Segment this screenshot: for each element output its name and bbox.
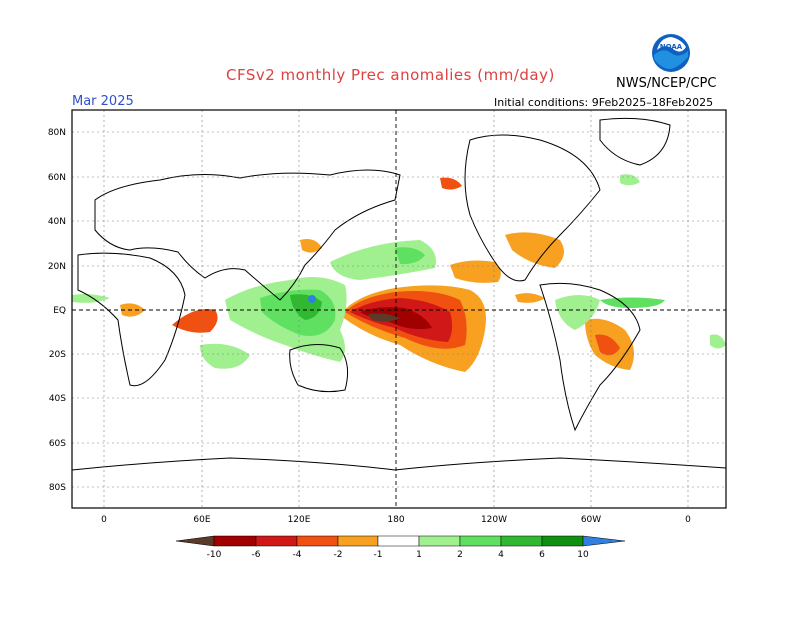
legend-swatch [296, 535, 339, 547]
legend-label: 4 [498, 550, 504, 560]
agency-label: NWS/NCEP/CPC [616, 76, 717, 91]
lat-labels: 80N 60N 40N 20N EQ 20S 40S 60S 80S [48, 128, 66, 493]
lon-label: 120W [481, 515, 507, 525]
legend-swatch-lt-10 [175, 535, 215, 547]
lat-label: EQ [53, 306, 66, 316]
lat-label: 80N [48, 128, 66, 138]
legend-swatch [255, 535, 298, 547]
legend-swatch [541, 535, 584, 547]
legend-label: -4 [293, 550, 302, 560]
legend-label: -10 [207, 550, 222, 560]
map-frame [71, 109, 727, 509]
lat-label: 20S [49, 350, 66, 360]
anomaly-shading [72, 174, 726, 372]
legend-swatch [377, 535, 420, 547]
lat-label: 40S [49, 394, 66, 404]
lat-label: 40N [48, 217, 66, 227]
legend-label: -2 [334, 550, 343, 560]
lat-label: 60S [49, 439, 66, 449]
forecast-month: Mar 2025 [72, 94, 134, 109]
lat-label: 60N [48, 173, 66, 183]
initial-conditions: Initial conditions: 9Feb2025–18Feb2025 [494, 96, 714, 109]
legend-label: 10 [577, 550, 589, 560]
legend-swatch [418, 535, 461, 547]
lat-label: 80S [49, 483, 66, 493]
legend-label: -6 [252, 550, 261, 560]
lon-label: 60W [581, 515, 601, 525]
legend-label: 1 [416, 550, 422, 560]
legend-swatch [337, 535, 379, 547]
lon-label: 60E [193, 515, 210, 525]
legend-label: -1 [374, 550, 383, 560]
legend-label: 6 [539, 550, 545, 560]
legend-swatch [213, 535, 257, 547]
lon-labels: 0 60E 120E 180 120W 60W 0 [101, 515, 691, 525]
legend-swatch-gt-10 [582, 535, 626, 547]
legend-swatch [459, 535, 502, 547]
lat-label: 20N [48, 262, 66, 272]
lon-label: 0 [685, 515, 691, 525]
graticule [72, 110, 726, 508]
map-title: CFSv2 monthly Prec anomalies (mm/day) [226, 66, 555, 84]
color-legend [175, 535, 626, 547]
svg-text:NOAA: NOAA [660, 43, 683, 51]
noaa-logo: NOAA [652, 34, 690, 72]
coastlines [72, 117, 726, 471]
lon-label: 120E [288, 515, 311, 525]
legend-labels: -10 -6 -4 -2 -1 1 2 4 6 10 [207, 550, 589, 560]
legend-swatch [500, 535, 543, 547]
legend-label: 2 [457, 550, 463, 560]
lon-label: 0 [101, 515, 107, 525]
lon-label: 180 [387, 515, 404, 525]
